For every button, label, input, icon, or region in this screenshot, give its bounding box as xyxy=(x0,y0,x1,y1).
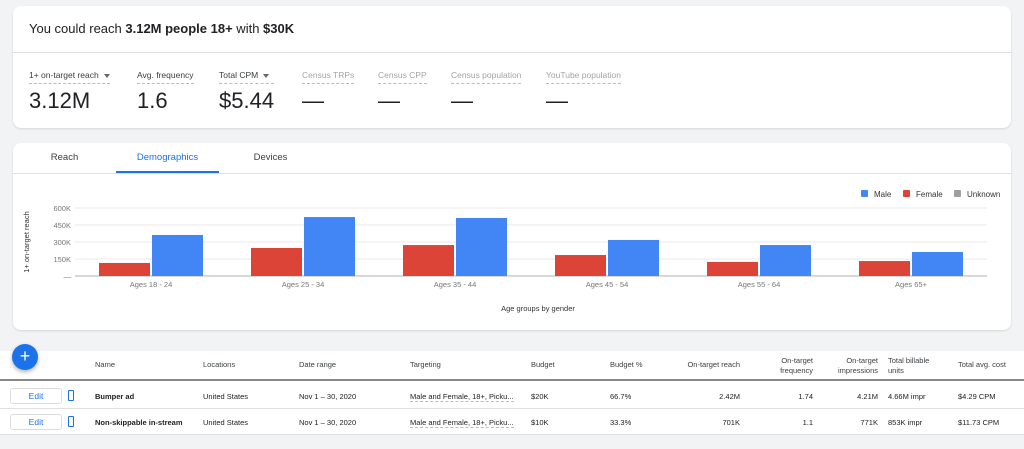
column-header[interactable]: Budget xyxy=(531,360,555,369)
metric-census-cpp: Census CPP — xyxy=(378,70,427,113)
delete-icon[interactable] xyxy=(68,416,74,427)
column-header[interactable]: Date range xyxy=(299,360,337,369)
column-header[interactable]: On-target impressions xyxy=(837,356,878,375)
column-header[interactable]: Budget % xyxy=(610,360,643,369)
tab-demographics[interactable]: Demographics xyxy=(116,143,219,173)
bar-female xyxy=(251,248,302,276)
breakdown-card: Reach Demographics Devices — 150K 300K 450K… xyxy=(13,143,1011,330)
bar-female xyxy=(99,262,150,276)
campaign-table: Name Locations Date range Targeting Budget Bu… xyxy=(0,351,1024,435)
bar-female xyxy=(707,261,758,276)
table-cell: 853K impr xyxy=(888,418,923,427)
column-header[interactable]: Locations xyxy=(203,360,236,369)
table-cell: 1.1 xyxy=(802,418,813,427)
bar-male xyxy=(304,217,355,276)
legend-swatch xyxy=(861,190,868,197)
table-cell: Non-skippable in-stream xyxy=(95,418,183,427)
x-tick-label: Ages 55 - 64 xyxy=(738,280,781,289)
table-cell: 701K xyxy=(722,418,740,427)
column-header[interactable]: Targeting xyxy=(410,360,441,369)
table-cell: Nov 1 – 30, 2020 xyxy=(299,418,357,427)
demographics-bar-chart: — 150K 300K 450K 600K Ages 18 - 24 Ages 25 - 3… xyxy=(22,190,1000,313)
column-header[interactable]: Total avg. cost xyxy=(958,360,1006,369)
bar-male xyxy=(912,251,963,276)
dropdown-caret-icon[interactable] xyxy=(103,73,110,78)
x-tick-label: Ages 18 - 24 xyxy=(130,280,173,289)
table-cell: Bumper ad xyxy=(95,392,135,401)
legend-label: Male xyxy=(874,190,892,199)
metric-census-population: Census population — xyxy=(451,70,522,113)
table-cell: $4.29 CPM xyxy=(958,392,996,401)
x-tick-label: Ages 35 - 44 xyxy=(434,280,477,289)
bar-male xyxy=(456,217,507,276)
y-tick-label: 450K xyxy=(53,221,71,230)
column-header[interactable]: On-target frequency xyxy=(780,356,813,375)
table-cell: 2.42M xyxy=(719,392,740,401)
table-cell: $10K xyxy=(531,418,549,427)
table-row: Edit Non-skippable in-stream United States… xyxy=(0,409,1024,435)
edit-button[interactable]: Edit xyxy=(10,414,62,430)
bar-female xyxy=(859,261,910,276)
table-cell: 1.74 xyxy=(798,392,813,401)
table-cell: United States xyxy=(203,418,249,427)
table-cell: United States xyxy=(203,392,249,401)
legend-swatch xyxy=(954,190,961,197)
table-cell: 4.66M impr xyxy=(888,392,926,401)
dropdown-caret-icon[interactable] xyxy=(263,73,270,78)
column-header[interactable]: On-target reach xyxy=(687,360,740,369)
legend-label: Female xyxy=(916,190,943,199)
table-cell: 66.7% xyxy=(610,392,632,401)
y-tick-label: 600K xyxy=(53,204,71,213)
table-cell: Nov 1 – 30, 2020 xyxy=(299,392,357,401)
table-cell[interactable]: Male and Female, 18+, Picku... xyxy=(410,418,514,428)
add-button[interactable]: + xyxy=(12,344,38,370)
reach-summary-card: You could reach 3.12M people 18+ with $3… xyxy=(13,6,1011,128)
tab-devices[interactable]: Devices xyxy=(253,152,288,163)
metric-census-trps: Census TRPs — xyxy=(302,70,355,113)
legend-label: Unknown xyxy=(967,190,1000,199)
tab-reach[interactable]: Reach xyxy=(50,152,79,163)
x-axis-title: Age groups by gender xyxy=(501,304,575,313)
bar-male xyxy=(760,245,811,276)
table-cell: 33.3% xyxy=(610,418,632,427)
table-cell: 4.21M xyxy=(857,392,878,401)
table-row: Edit Bumper ad United States Nov 1 – 30, 20… xyxy=(0,383,1024,409)
x-tick-label: Ages 45 - 54 xyxy=(586,280,629,289)
column-header[interactable]: Total billable units xyxy=(888,356,930,375)
x-tick-label: Ages 65+ xyxy=(895,280,928,289)
edit-button[interactable]: Edit xyxy=(10,388,62,404)
y-tick-label: 150K xyxy=(53,255,71,264)
bar-female xyxy=(555,255,606,276)
legend-swatch xyxy=(903,190,910,197)
column-header[interactable]: Name xyxy=(95,360,116,369)
table-cell: $20K xyxy=(531,392,549,401)
table-cell: 771K xyxy=(860,418,878,427)
table-cell[interactable]: Male and Female, 18+, Picku... xyxy=(410,392,514,402)
table-cell: $11.73 CPM xyxy=(958,418,1000,427)
metric-avg-frequency: Avg. frequency 1.6 xyxy=(137,70,194,113)
y-tick-label: 300K xyxy=(53,238,71,247)
table-header: Name Locations Date range Targeting Budget Bu… xyxy=(0,351,1024,381)
metric-youtube-population: YouTube population — xyxy=(546,70,621,113)
metric-on-target-reach[interactable]: 1+ on-target reach 3.12M xyxy=(29,70,110,114)
bar-male xyxy=(152,234,203,276)
y-tick-label: — xyxy=(64,272,72,281)
delete-icon[interactable] xyxy=(68,390,74,401)
reach-headline: You could reach 3.12M people 18+ with $3… xyxy=(29,21,295,36)
y-axis-title: 1+ on-target reach xyxy=(22,211,31,273)
metric-total-cpm[interactable]: Total CPM $5.44 xyxy=(219,70,275,113)
bar-male xyxy=(608,239,659,276)
x-tick-label: Ages 25 - 34 xyxy=(282,280,325,289)
bar-female xyxy=(403,245,454,276)
